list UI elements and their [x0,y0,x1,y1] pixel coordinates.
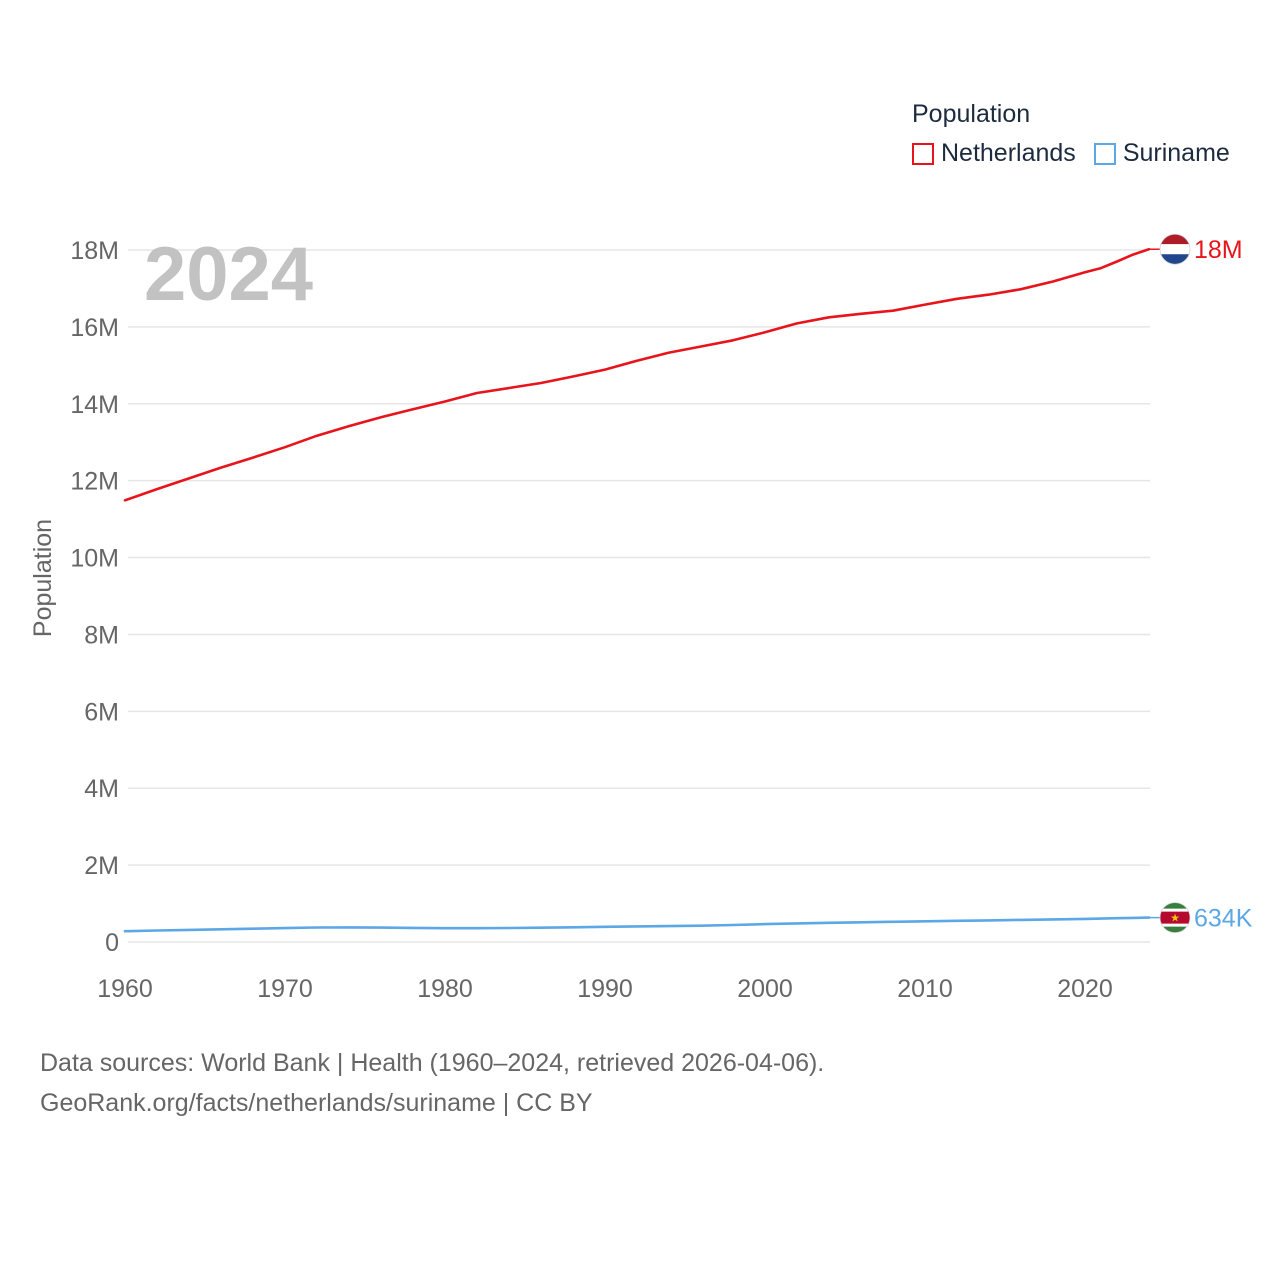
legend-item-netherlands[interactable]: Netherlands [912,139,1076,168]
y-tick-label: 10M [70,545,119,573]
suriname-flag-icon: ★ [1159,902,1191,934]
netherlands-flag-icon [1159,233,1191,265]
y-axis-title: Population [29,519,57,637]
x-tick-label: 2010 [897,975,953,1003]
source-line-2: GeoRank.org/facts/netherlands/suriname |… [40,1089,593,1117]
source-line-1: Data sources: World Bank | Health (1960–… [40,1049,825,1077]
series-end-markers: 18M ★ 634K [1149,233,1253,934]
y-tick-label: 2M [84,852,119,880]
source-footer: Data sources: World Bank | Health (1960–… [40,1043,824,1123]
series-line-netherlands[interactable] [123,247,1151,502]
legend-item-suriname[interactable]: Suriname [1093,139,1230,168]
y-tick-label: 14M [70,391,119,419]
legend: Population Netherlands Suriname [912,100,1230,168]
y-tick-label: 8M [84,621,119,649]
series-line-suriname[interactable] [123,916,1151,933]
legend-title: Population [912,100,1031,128]
year-watermark: 2024 [144,232,313,317]
end-label-suriname: 634K [1194,905,1253,933]
x-tick-label: 1960 [97,975,153,1003]
y-tick-label: 0 [105,929,119,957]
x-tick-label: 2020 [1057,975,1113,1003]
x-tick-label: 2000 [737,975,793,1003]
legend-swatch-netherlands [912,142,934,165]
y-tick-label: 18M [70,237,119,265]
x-tick-label: 1980 [417,975,473,1003]
legend-label-netherlands: Netherlands [941,139,1076,167]
y-tick-label: 4M [84,775,119,803]
x-tick-label: 1970 [257,975,313,1003]
x-tick-label: 1990 [577,975,633,1003]
svg-text:★: ★ [1170,912,1180,925]
legend-label-suriname: Suriname [1122,139,1230,167]
series-lines [123,247,1151,933]
legend-swatch-suriname [1093,142,1116,165]
x-axis-ticks: 1960 1970 1980 1990 2000 2010 2020 [97,975,1113,1003]
end-label-netherlands: 18M [1194,236,1243,264]
y-tick-label: 16M [70,314,119,342]
gridlines [128,249,1150,943]
y-axis-ticks: 0 2M 4M 6M 8M 10M 12M 14M 16M 18M [70,237,119,957]
y-tick-label: 12M [70,468,119,496]
y-tick-label: 6M [84,698,119,726]
